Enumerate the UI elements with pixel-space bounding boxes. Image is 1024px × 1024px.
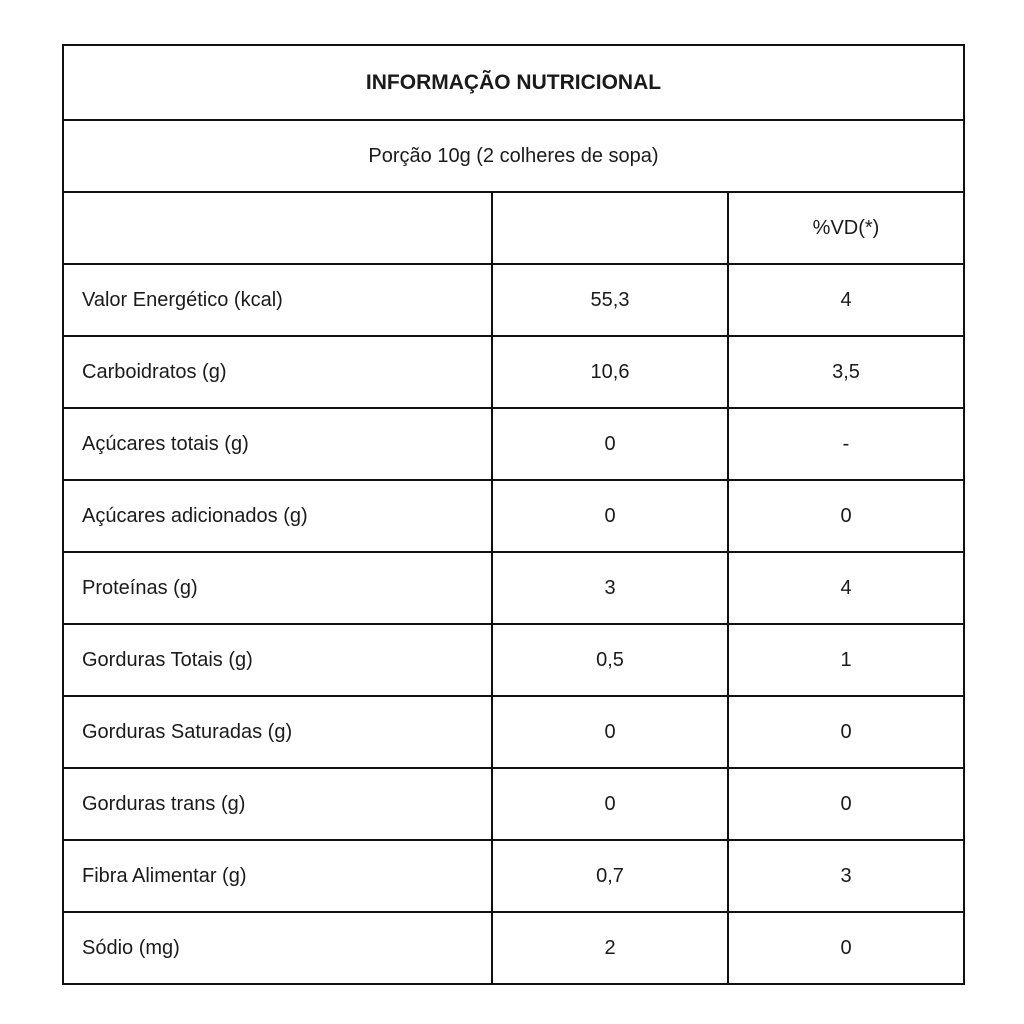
table-row: Carboidratos (g) 10,6 3,5 bbox=[62, 335, 965, 409]
nutrition-table: INFORMAÇÃO NUTRICIONAL Porção 10g (2 col… bbox=[62, 44, 965, 985]
nutrient-amount: 0,7 bbox=[491, 839, 729, 913]
table-row: Sódio (mg) 2 0 bbox=[62, 911, 965, 985]
table-row: Açúcares adicionados (g) 0 0 bbox=[62, 479, 965, 553]
nutrient-dv: 1 bbox=[727, 623, 965, 697]
nutrient-label: Açúcares totais (g) bbox=[62, 407, 493, 481]
table-title: INFORMAÇÃO NUTRICIONAL bbox=[62, 44, 965, 121]
portion-size: Porção 10g (2 colheres de sopa) bbox=[62, 119, 965, 193]
nutrient-dv: 0 bbox=[727, 695, 965, 769]
nutrient-label: Sódio (mg) bbox=[62, 911, 493, 985]
nutrient-dv: 0 bbox=[727, 479, 965, 553]
nutrient-amount: 0 bbox=[491, 767, 729, 841]
nutrient-label: Açúcares adicionados (g) bbox=[62, 479, 493, 553]
table-row: Proteínas (g) 3 4 bbox=[62, 551, 965, 625]
table-row: Gorduras Totais (g) 0,5 1 bbox=[62, 623, 965, 697]
nutrient-label: Fibra Alimentar (g) bbox=[62, 839, 493, 913]
nutrient-dv: 4 bbox=[727, 263, 965, 337]
nutrient-label: Valor Energético (kcal) bbox=[62, 263, 493, 337]
nutrient-label: Gorduras Totais (g) bbox=[62, 623, 493, 697]
nutrient-amount: 55,3 bbox=[491, 263, 729, 337]
nutrient-label: Gorduras Saturadas (g) bbox=[62, 695, 493, 769]
table-row: Valor Energético (kcal) 55,3 4 bbox=[62, 263, 965, 337]
nutrient-dv: 3 bbox=[727, 839, 965, 913]
header-dv: %VD(*) bbox=[727, 191, 965, 265]
nutrient-amount: 0 bbox=[491, 695, 729, 769]
nutrient-amount: 0 bbox=[491, 407, 729, 481]
header-amount bbox=[491, 191, 729, 265]
nutrient-dv: - bbox=[727, 407, 965, 481]
nutrient-label: Proteínas (g) bbox=[62, 551, 493, 625]
table-row: Açúcares totais (g) 0- bbox=[62, 407, 965, 481]
table-row: Gorduras trans (g) 0 0 bbox=[62, 767, 965, 841]
nutrient-label: Carboidratos (g) bbox=[62, 335, 493, 409]
nutrient-label: Gorduras trans (g) bbox=[62, 767, 493, 841]
nutrient-amount: 3 bbox=[491, 551, 729, 625]
nutrient-dv: 0 bbox=[727, 911, 965, 985]
header-label bbox=[62, 191, 493, 265]
table-row: Gorduras Saturadas (g) 0 0 bbox=[62, 695, 965, 769]
nutrient-amount: 0 bbox=[491, 479, 729, 553]
nutrient-dv: 0 bbox=[727, 767, 965, 841]
table-row: Fibra Alimentar (g) 0,7 3 bbox=[62, 839, 965, 913]
nutrient-amount: 10,6 bbox=[491, 335, 729, 409]
nutrient-amount: 0,5 bbox=[491, 623, 729, 697]
header-row: %VD(*) bbox=[62, 191, 965, 265]
nutrient-dv: 4 bbox=[727, 551, 965, 625]
nutrient-dv: 3,5 bbox=[727, 335, 965, 409]
nutrient-amount: 2 bbox=[491, 911, 729, 985]
